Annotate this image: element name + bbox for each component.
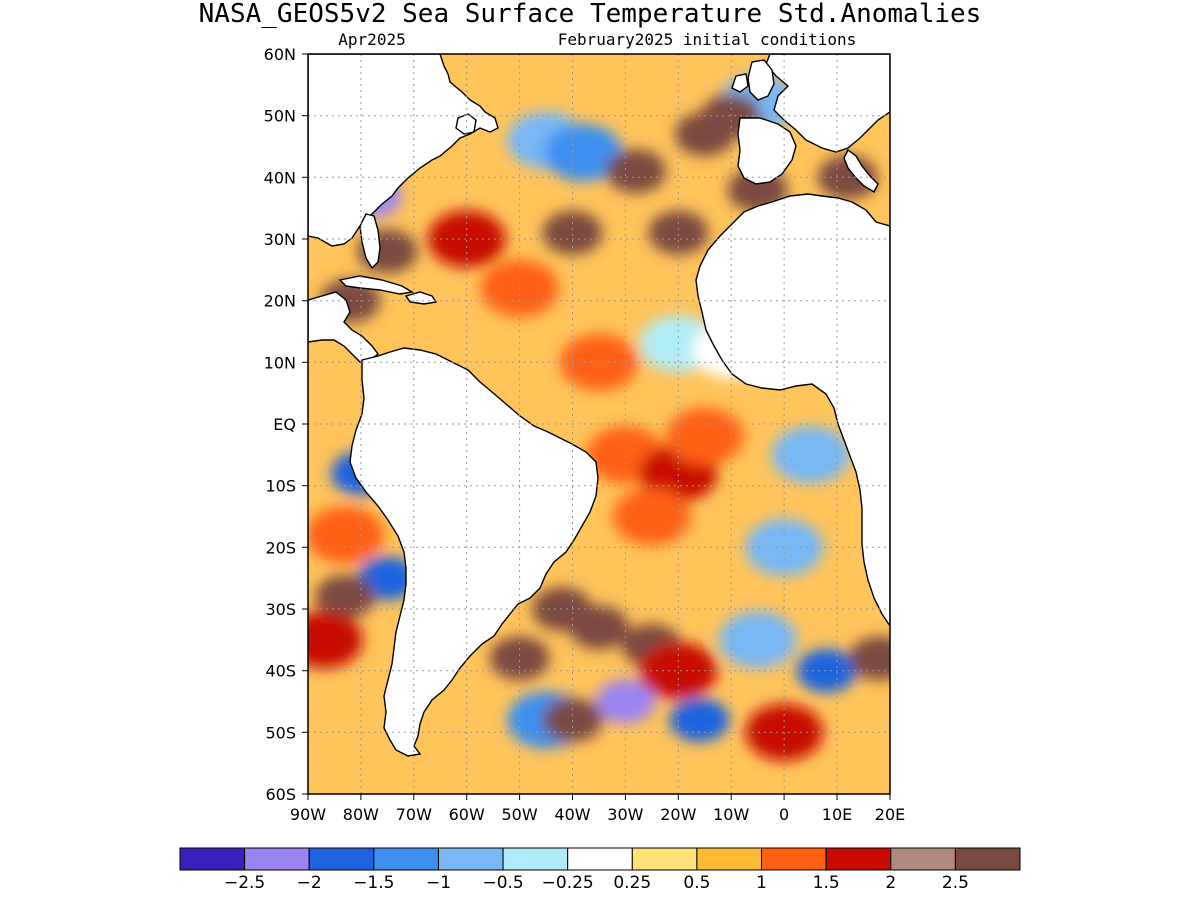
cuba-island xyxy=(338,275,414,295)
chart-title: NASA_GEOS5v2 Sea Surface Temperature Std… xyxy=(199,0,982,29)
y-tick-label: 10N xyxy=(264,353,296,372)
anomaly-patch xyxy=(544,124,623,182)
x-tick-label: 0 xyxy=(779,805,789,824)
map-ticks xyxy=(302,53,891,800)
x-tick-label: 60W xyxy=(449,805,485,824)
iberia-land xyxy=(737,117,797,185)
colorbar-swatch xyxy=(438,847,504,871)
x-tick-label: 90W xyxy=(290,805,326,824)
british-isles-land xyxy=(747,59,775,101)
anomaly-patch xyxy=(315,574,375,619)
y-tick-label: 50S xyxy=(265,723,296,742)
anomaly-patch xyxy=(612,487,691,546)
newfoundland-island xyxy=(455,113,477,135)
colorbar-swatch xyxy=(825,847,892,871)
colorbar-swatch xyxy=(373,847,439,871)
anomaly-field-layer xyxy=(308,74,890,761)
colorbar-tick-label: −2.5 xyxy=(224,873,265,893)
x-tick-label: 50W xyxy=(502,805,538,824)
colorbar-swatch xyxy=(179,847,246,871)
colorbar-tick-label: 0.5 xyxy=(683,873,710,893)
anomaly-patch xyxy=(849,636,890,681)
anomaly-patch xyxy=(606,149,666,194)
x-tick-label: 70W xyxy=(396,805,432,824)
y-tick-label: 10S xyxy=(265,477,296,496)
x-axis-labels: 90W 80W 70W 60W 50W 40W 30W 20W 10W 0 10… xyxy=(290,805,905,824)
colorbar-tick-label: −1 xyxy=(426,873,451,893)
y-tick-label: 60S xyxy=(265,785,296,804)
yucatan-central-america-land xyxy=(308,291,379,363)
colorbar-tick-label: 2.5 xyxy=(942,873,969,893)
initial-conditions-label: February2025 initial conditions xyxy=(558,30,857,49)
anomaly-patch xyxy=(308,506,384,564)
y-tick-label: 30N xyxy=(264,230,296,249)
anomaly-patch xyxy=(771,426,850,484)
y-tick-label: 30S xyxy=(265,600,296,619)
colorbar-tick-label: 1 xyxy=(756,873,767,893)
anomaly-patch xyxy=(665,407,744,465)
colorbar-tick-label: −0.25 xyxy=(542,873,594,893)
colorbar-tick-label: −0.5 xyxy=(482,873,523,893)
colorbar-labels: −2.5 −2 −1.5 −1 −0.5 −0.25 0.25 0.5 1 1.… xyxy=(224,873,969,893)
colorbar-tick-label: −1.5 xyxy=(353,873,394,893)
colorbar-swatch xyxy=(954,847,1021,871)
anomaly-patch xyxy=(669,698,730,742)
anomaly-patch xyxy=(796,648,857,693)
north-america-land xyxy=(308,54,499,247)
x-tick-label: 10W xyxy=(713,805,749,824)
forecast-month-label: Apr2025 xyxy=(338,30,405,49)
anomaly-patch xyxy=(569,605,629,650)
y-tick-label: 40N xyxy=(264,168,296,187)
anomaly-patch xyxy=(308,611,363,669)
colorbar-swatch xyxy=(890,847,956,871)
y-axis-labels: 60N 50N 40N 30N 20N 10N EQ 10S 20S 30S 4… xyxy=(264,45,296,804)
x-tick-label: 20W xyxy=(660,805,696,824)
colorbar-swatch xyxy=(631,847,698,871)
colorbar-swatch xyxy=(567,847,633,871)
anomaly-patch xyxy=(427,210,506,268)
x-tick-label: 10E xyxy=(822,805,852,824)
colorbar-tick-label: 0.25 xyxy=(613,873,651,893)
anomaly-patch xyxy=(489,636,550,681)
land-masses xyxy=(308,54,890,757)
x-tick-label: 80W xyxy=(343,805,379,824)
colorbar-swatch xyxy=(696,847,763,871)
x-tick-label: 30W xyxy=(607,805,643,824)
italy-land xyxy=(843,148,879,193)
anomaly-patch xyxy=(560,333,638,391)
x-tick-label: 40W xyxy=(554,805,590,824)
y-tick-label: 50N xyxy=(264,107,296,126)
europe-land xyxy=(765,54,890,153)
ireland-land xyxy=(731,73,749,93)
anomaly-patch xyxy=(639,642,718,700)
south-america-land xyxy=(349,347,599,757)
africa-land xyxy=(695,193,890,628)
colorbar-swatch xyxy=(502,847,569,871)
colorbar-swatch xyxy=(244,847,310,871)
y-tick-label: 60N xyxy=(264,45,296,64)
colorbar-tick-label: 2 xyxy=(885,873,896,893)
colorbar xyxy=(179,847,1021,871)
anomaly-patch xyxy=(718,611,797,669)
map-area xyxy=(308,54,890,794)
colorbar-swatch xyxy=(761,847,827,871)
y-tick-label: EQ xyxy=(273,415,296,434)
y-tick-label: 20S xyxy=(265,538,296,557)
colorbar-tick-label: −2 xyxy=(297,873,322,893)
anomaly-patch xyxy=(595,679,656,724)
y-tick-label: 20N xyxy=(264,292,296,311)
map-gridlines xyxy=(308,54,890,794)
x-tick-label: 20E xyxy=(875,805,905,824)
anomaly-patch xyxy=(648,210,709,255)
anomaly-patch xyxy=(542,210,603,255)
colorbar-tick-label: 1.5 xyxy=(813,873,840,893)
colorbar-swatch xyxy=(308,847,375,871)
y-tick-label: 40S xyxy=(265,662,296,681)
